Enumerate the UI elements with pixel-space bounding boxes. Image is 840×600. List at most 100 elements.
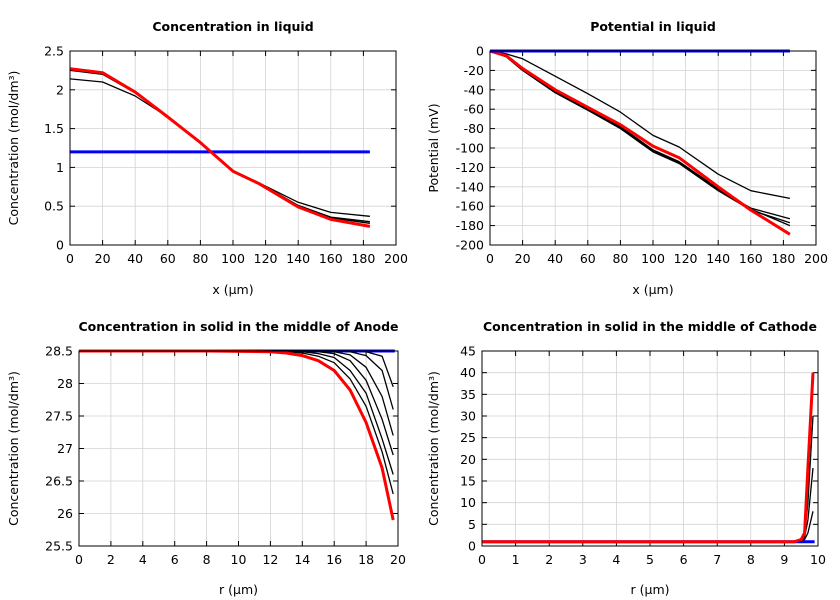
y-tick-label: 20 (460, 452, 476, 467)
y-tick-label: 1.5 (44, 121, 64, 136)
y-axis-label: Concentration (mol/dm³) (6, 71, 21, 226)
plot-frame (489, 50, 817, 246)
x-tick-label: 40 (127, 251, 143, 266)
plot-frame (481, 350, 819, 547)
y-tick-label: 27 (57, 441, 73, 456)
x-tick-label: 20 (95, 251, 111, 266)
plot-frame (78, 350, 399, 547)
y-tick-label: -180 (456, 218, 484, 233)
subplot-3: 0 2 4 6 8 10 12 14 16 18 20 25.5 26 26.5 27 27.5 28 28.5 C… (6, 319, 406, 597)
series-line-5 (482, 372, 815, 544)
y-tick-label: 15 (460, 474, 476, 489)
x-tick-label: 6 (680, 552, 688, 567)
x-tick-label: 12 (262, 552, 278, 567)
plot-frame (69, 50, 397, 246)
x-tick-label: 0 (486, 251, 494, 266)
x-tick-label: 60 (580, 251, 596, 266)
x-tick-label: 6 (171, 552, 179, 567)
series-line-5 (489, 49, 791, 236)
x-tick-label: 200 (804, 251, 828, 266)
subplot-1: 0 20 40 60 80 100 120 140 160 180 200 0 0.5 1 1.5 2 2.5 C… (6, 19, 408, 297)
x-tick-label: 3 (579, 552, 587, 567)
y-tick-label: 1 (56, 160, 64, 175)
y-tick-label: 0 (476, 44, 484, 59)
x-tick-label: 16 (326, 552, 342, 567)
x-tick-label: 180 (771, 251, 795, 266)
y-tick-label: 26 (57, 506, 73, 521)
x-tick-label: 8 (203, 552, 211, 567)
x-tick-label: 180 (351, 251, 375, 266)
y-tick-label: -60 (464, 102, 484, 117)
y-tick-label: 0.5 (44, 199, 64, 214)
x-tick-label: 2 (545, 552, 553, 567)
x-tick-label: 80 (192, 251, 208, 266)
y-tick-label: 26.5 (45, 474, 73, 489)
x-tick-label: 80 (612, 251, 628, 266)
y-tick-label: 45 (460, 344, 476, 359)
y-tick-label: 10 (460, 495, 476, 510)
subplot-4: 0 1 2 3 4 5 6 7 8 9 10051015202530354045Concentrat… (426, 319, 826, 597)
x-tick-label: 10 (231, 552, 247, 567)
x-tick-label: 9 (780, 552, 788, 567)
y-tick-label: 0 (56, 238, 64, 253)
x-axis-label: r (µm) (631, 582, 670, 597)
x-tick-label: 200 (384, 251, 408, 266)
y-axis-label: Concentration (mol/dm³) (426, 371, 441, 526)
y-tick-label: 30 (460, 409, 476, 424)
x-tick-label: 120 (254, 251, 278, 266)
series-line-1 (489, 50, 791, 200)
chart-title: Concentration in solid in the middle of … (483, 319, 817, 334)
x-tick-label: 0 (478, 552, 486, 567)
x-tick-label: 20 (515, 251, 531, 266)
y-tick-label: -80 (464, 121, 484, 136)
x-tick-label: 7 (713, 552, 721, 567)
series-line-5 (69, 67, 371, 228)
y-tick-label: 25 (460, 430, 476, 445)
chart-title: Concentration in liquid (152, 19, 313, 34)
x-tick-label: 20 (390, 552, 406, 567)
x-tick-label: 4 (139, 552, 147, 567)
y-tick-label: -140 (456, 179, 484, 194)
x-axis-label: r (µm) (219, 582, 258, 597)
x-tick-label: 0 (66, 251, 74, 266)
subplot-2: 0 20 40 60 80 100 120 140 160 180 200-200-180-160-… (426, 19, 828, 297)
x-tick-label: 100 (221, 251, 245, 266)
y-tick-label: 25.5 (45, 539, 73, 554)
x-axis-label: x (µm) (212, 282, 253, 297)
y-tick-label: -160 (456, 199, 484, 214)
x-tick-label: 40 (547, 251, 563, 266)
x-tick-label: 160 (319, 251, 343, 266)
x-tick-label: 100 (641, 251, 665, 266)
x-tick-label: 18 (358, 552, 374, 567)
x-tick-label: 10 (810, 552, 826, 567)
x-tick-label: 0 (75, 552, 83, 567)
y-tick-label: 35 (460, 387, 476, 402)
x-axis-label: x (µm) (632, 282, 673, 297)
y-tick-label: 28 (57, 376, 73, 391)
x-tick-label: 8 (747, 552, 755, 567)
x-tick-label: 160 (739, 251, 763, 266)
y-tick-label: -200 (456, 238, 484, 253)
y-tick-label: 28.5 (45, 344, 73, 359)
chart-title: Concentration in solid in the middle of … (78, 319, 398, 334)
y-tick-label: 27.5 (45, 409, 73, 424)
x-tick-label: 4 (612, 552, 620, 567)
y-tick-label: 2 (56, 82, 64, 97)
y-tick-label: 2.5 (44, 44, 64, 59)
y-tick-label: -40 (464, 82, 484, 97)
y-tick-label: -100 (456, 141, 484, 156)
x-tick-label: 1 (512, 552, 520, 567)
x-tick-label: 140 (706, 251, 730, 266)
y-tick-label: 5 (468, 517, 476, 532)
chart-title: Potential in liquid (590, 19, 716, 34)
x-tick-label: 5 (646, 552, 654, 567)
y-tick-label: 40 (460, 365, 476, 380)
y-axis-label: Potential (mV) (426, 103, 441, 192)
x-tick-label: 60 (160, 251, 176, 266)
x-tick-label: 140 (286, 251, 310, 266)
x-tick-label: 2 (107, 552, 115, 567)
y-tick-label: -120 (456, 160, 484, 175)
x-tick-label: 14 (294, 552, 310, 567)
y-tick-label: -20 (464, 63, 484, 78)
